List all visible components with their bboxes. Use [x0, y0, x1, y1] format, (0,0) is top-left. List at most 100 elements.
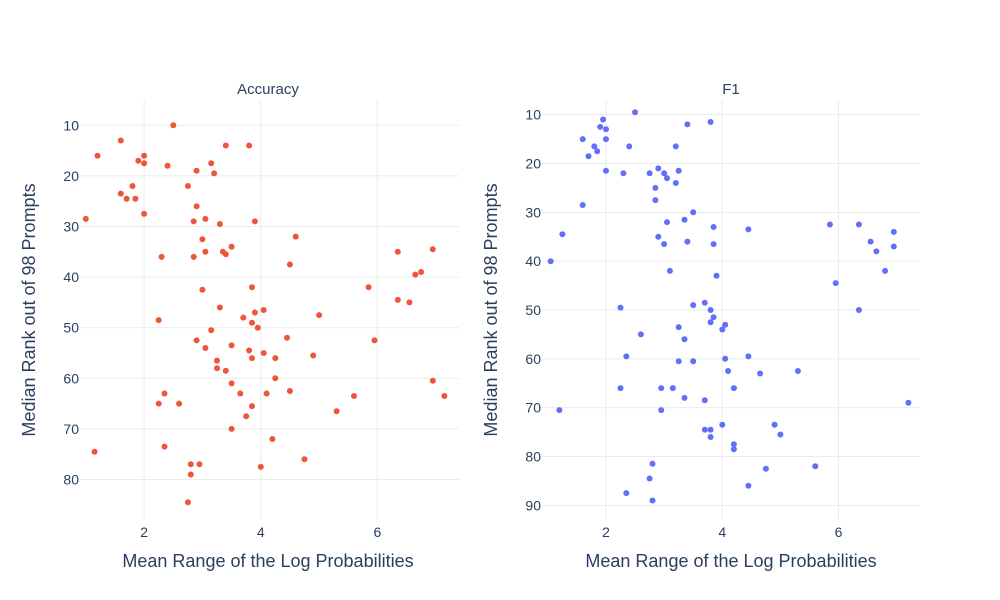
f1-data-point: [701, 397, 708, 404]
f1-subplot-title: F1: [722, 81, 740, 98]
accuracy-x-tick-label: 6: [373, 524, 381, 540]
accuracy-data-point: [441, 393, 448, 399]
f1-data-point: [661, 241, 668, 248]
f1-y-tick-label: 80: [525, 449, 541, 465]
accuracy-data-point: [237, 390, 244, 397]
f1-data-point: [666, 267, 673, 274]
accuracy-data-point: [228, 380, 235, 387]
f1-x-axis-title: Mean Range of the Log Probabilities: [585, 551, 876, 571]
f1-data-point: [623, 353, 630, 360]
accuracy-data-point: [260, 307, 267, 313]
f1-y-tick-labels: 10 20 30 40 50 60 70 80 90: [525, 107, 541, 514]
f1-data-point: [637, 331, 644, 338]
accuracy-data-point: [141, 160, 148, 167]
accuracy-data-point: [429, 377, 436, 384]
f1-data-point: [710, 241, 717, 248]
accuracy-data-point: [222, 142, 229, 149]
accuracy-y-axis-title: Median Rank out of 98 Prompts: [19, 183, 39, 436]
f1-data-point: [672, 143, 679, 150]
accuracy-data-point: [246, 142, 253, 149]
accuracy-data-point: [254, 324, 261, 331]
f1-data-point: [600, 116, 607, 123]
accuracy-data-point: [208, 327, 215, 334]
accuracy-data-point: [269, 436, 276, 442]
f1-data-point: [690, 358, 697, 365]
f1-data-point: [905, 399, 912, 406]
f1-data-point: [701, 299, 708, 306]
f1-data-point: [771, 421, 778, 428]
accuracy-data-point: [202, 215, 209, 222]
accuracy-data-point: [292, 233, 299, 240]
f1-data-point: [745, 226, 752, 233]
accuracy-data-point: [193, 203, 200, 210]
accuracy-data-point: [251, 218, 258, 225]
f1-y-axis-title: Median Rank out of 98 Prompts: [481, 183, 501, 436]
accuracy-data-point: [216, 304, 223, 311]
accuracy-y-tick-label: 30: [63, 219, 79, 235]
accuracy-data-point: [193, 337, 200, 344]
f1-data-point: [603, 167, 609, 174]
accuracy-data-point: [190, 253, 197, 260]
accuracy-data-point: [228, 425, 235, 432]
accuracy-data-point: [351, 393, 357, 399]
accuracy-data-point: [176, 400, 183, 407]
f1-data-point: [559, 231, 566, 238]
f1-data-point: [701, 426, 708, 433]
accuracy-data-point: [222, 367, 229, 374]
f1-subplot: 2 4 6 10 20 30 40 50 60 70 80 90 F1 Mean Range of …: [481, 81, 920, 571]
f1-y-tick-label: 20: [525, 155, 541, 171]
f1-data-point: [707, 319, 714, 326]
f1-x-tick-labels: 2 4 6: [602, 524, 843, 540]
f1-data-point: [812, 463, 819, 470]
f1-data-point: [725, 368, 732, 374]
accuracy-data-point: [187, 461, 194, 468]
f1-data-point: [690, 302, 697, 309]
accuracy-subplot: 2 4 6 10 20 30 40 50 60 70 80 Accuracy Mean Range…: [19, 81, 459, 571]
accuracy-y-tick-label: 60: [63, 370, 79, 386]
accuracy-data-point: [216, 221, 223, 227]
accuracy-data-point: [184, 183, 191, 189]
f1-y-tick-label: 40: [525, 253, 541, 269]
accuracy-data-point: [82, 215, 89, 222]
accuracy-data-point: [263, 390, 270, 397]
accuracy-data-point: [228, 243, 235, 250]
f1-data-point: [664, 219, 670, 226]
accuracy-data-point: [193, 167, 200, 174]
f1-y-tick-label: 90: [525, 497, 541, 513]
accuracy-data-point: [243, 413, 250, 420]
accuracy-x-tick-label: 2: [140, 524, 148, 540]
accuracy-data-point: [249, 403, 255, 410]
f1-data-point: [707, 307, 714, 313]
accuracy-data-point: [161, 443, 168, 450]
f1-data-point: [681, 394, 688, 401]
f1-data-point: [646, 170, 653, 177]
f1-data-point: [719, 326, 726, 333]
accuracy-y-tick-labels: 10 20 30 40 50 60 70 80: [63, 117, 79, 487]
f1-x-tick-label: 4: [718, 524, 726, 540]
f1-x-tick-label: 2: [602, 524, 610, 540]
f1-data-point: [730, 441, 737, 448]
f1-data-point: [722, 355, 729, 362]
accuracy-data-point: [222, 251, 229, 258]
accuracy-y-tick-label: 40: [63, 269, 79, 285]
accuracy-data-point: [429, 246, 436, 253]
f1-data-point: [597, 123, 604, 130]
f1-x-tick-label: 6: [835, 524, 843, 540]
f1-data-point: [579, 202, 586, 208]
f1-data-point: [826, 221, 833, 228]
accuracy-data-point: [228, 342, 235, 349]
accuracy-y-tick-label: 20: [63, 168, 79, 184]
accuracy-data-point: [310, 352, 317, 359]
f1-data-point: [681, 336, 688, 343]
accuracy-data-point: [141, 210, 148, 217]
accuracy-data-point: [117, 190, 124, 197]
accuracy-data-point: [184, 499, 191, 506]
f1-gridlines: [542, 100, 920, 520]
f1-data-point: [855, 221, 862, 228]
accuracy-data-point: [249, 284, 255, 291]
f1-data-point: [626, 143, 633, 150]
accuracy-data-point: [249, 355, 255, 362]
f1-data-point: [617, 385, 624, 392]
f1-data-point: [867, 238, 874, 245]
f1-data-point: [719, 421, 726, 428]
